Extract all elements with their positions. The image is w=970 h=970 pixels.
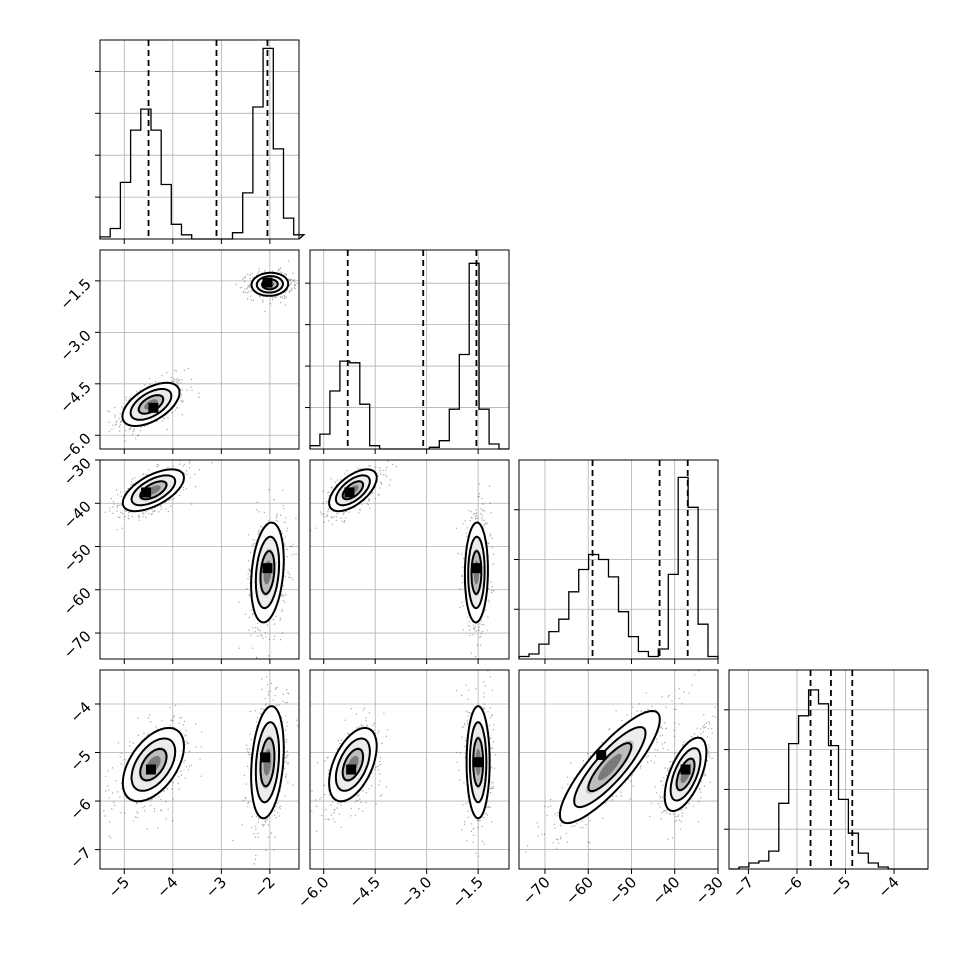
contour-3-2-1-2 bbox=[675, 757, 696, 792]
contour-3-0-0-2 bbox=[139, 747, 168, 782]
contour-3-1-0-2 bbox=[341, 747, 365, 782]
contour-3-0-1-2 bbox=[259, 737, 276, 788]
contour-1-0-0-1 bbox=[129, 388, 173, 421]
contour-1-0-1-2 bbox=[260, 278, 279, 291]
density-fill-3-2-0-3 bbox=[598, 753, 622, 781]
histogram-panel-2 bbox=[514, 459, 719, 660]
x-tick-label-0-3: −2 bbox=[250, 873, 278, 901]
peak-bin-3-2-0 bbox=[596, 749, 607, 760]
contour-3-2-1-1 bbox=[669, 747, 702, 802]
contour-2-1-0-2 bbox=[341, 480, 365, 501]
joint-panel-3-0 bbox=[99, 669, 300, 870]
x-tick-label-2-3: −40 bbox=[648, 873, 683, 908]
scatter-samples-2-1-1 bbox=[455, 483, 495, 658]
peak-bin-3-1-1 bbox=[473, 757, 484, 768]
contour-2-0-0-0 bbox=[121, 468, 186, 513]
x-tick-label-1-2: −3.0 bbox=[397, 873, 435, 911]
peak-bin-1-0-1 bbox=[262, 277, 273, 288]
y-tick-label-3-3: −7 bbox=[66, 844, 94, 872]
y-tick-label-3-0: −4 bbox=[66, 698, 94, 726]
contour-3-0-1-1 bbox=[254, 721, 281, 804]
joint-panel-2-1 bbox=[309, 459, 510, 660]
contour-2-0-1-1 bbox=[254, 535, 281, 610]
contour-3-2-0-1 bbox=[573, 726, 647, 809]
contour-3-1-0-0 bbox=[328, 727, 378, 803]
contour-3-1-0-1 bbox=[334, 737, 371, 792]
contour-2-1-1-1 bbox=[467, 535, 486, 610]
contour-1-0-0-0 bbox=[121, 381, 181, 428]
contour-2-0-0-2 bbox=[139, 480, 168, 501]
contour-3-1-1-1 bbox=[468, 721, 488, 804]
y-tick-label-3-2: −6 bbox=[66, 795, 94, 823]
peak-bin-1-0-0 bbox=[148, 402, 159, 413]
x-tick-label-1-0: −6.0 bbox=[294, 873, 332, 911]
peak-bin-2-0-0 bbox=[141, 487, 152, 498]
x-tick-label-2-0: −70 bbox=[519, 873, 554, 908]
contour-3-0-0-0 bbox=[121, 727, 186, 803]
x-tick-label-3-2: −5 bbox=[826, 873, 854, 901]
contour-3-0-1-0 bbox=[250, 705, 285, 820]
contour-3-2-1-0 bbox=[663, 736, 708, 812]
histogram-panel-1 bbox=[305, 249, 510, 450]
contour-2-1-1-2 bbox=[470, 550, 483, 595]
peak-bin-3-2-1 bbox=[680, 764, 691, 775]
x-tick-label-0-0: −5 bbox=[105, 873, 133, 901]
joint-panel-1-0 bbox=[99, 249, 300, 450]
contour-2-1-1-0 bbox=[463, 521, 489, 624]
histogram-panel-0 bbox=[95, 39, 306, 240]
y-tick-label-2-2: −50 bbox=[60, 541, 95, 576]
peak-bin-3-0-1 bbox=[260, 752, 271, 763]
histogram-panel-3 bbox=[724, 669, 929, 870]
contour-2-1-0-1 bbox=[334, 474, 371, 507]
contour-2-0-1-0 bbox=[250, 521, 285, 624]
joint-panel-2-0 bbox=[99, 459, 300, 660]
peak-bin-2-0-1 bbox=[262, 563, 273, 574]
joint-panel-3-1 bbox=[309, 669, 510, 870]
peak-bin-2-1-0 bbox=[344, 487, 355, 498]
x-tick-label-3-0: −7 bbox=[729, 873, 757, 901]
x-tick-label-3-1: −6 bbox=[777, 873, 805, 901]
contour-2-0-0-1 bbox=[130, 474, 177, 507]
contour-3-0-0-1 bbox=[130, 737, 177, 792]
y-tick-label-2-1: −40 bbox=[60, 497, 95, 532]
contour-2-1-0-0 bbox=[328, 468, 378, 513]
peak-bin-3-0-0 bbox=[145, 764, 156, 775]
scatter-samples-3-2-0 bbox=[525, 670, 700, 853]
contour-3-1-1-0 bbox=[465, 705, 491, 820]
x-tick-label-2-4: −30 bbox=[692, 873, 727, 908]
contour-3-2-0-0 bbox=[558, 709, 661, 825]
x-tick-label-2-2: −50 bbox=[605, 873, 640, 908]
x-tick-label-2-1: −60 bbox=[562, 873, 597, 908]
x-tick-label-1-3: −1.5 bbox=[448, 873, 486, 911]
y-tick-label-3-1: −5 bbox=[66, 747, 94, 775]
contour-2-0-1-2 bbox=[259, 550, 276, 595]
contour-1-0-1-1 bbox=[255, 275, 285, 294]
scatter-samples-2-0-1 bbox=[238, 489, 297, 659]
contour-3-2-0-2 bbox=[587, 742, 633, 793]
x-tick-label-0-2: −3 bbox=[202, 873, 230, 901]
y-tick-label-1-1: −3.0 bbox=[56, 326, 94, 364]
y-tick-label-2-3: −60 bbox=[60, 584, 95, 619]
joint-panel-3-2 bbox=[518, 669, 719, 870]
y-tick-label-1-2: −4.5 bbox=[56, 378, 94, 416]
x-tick-label-1-1: −4.5 bbox=[346, 873, 384, 911]
peak-bin-2-1-1 bbox=[471, 563, 482, 574]
contour-1-0-1-0 bbox=[250, 271, 290, 297]
y-tick-label-2-4: −70 bbox=[60, 627, 95, 662]
y-tick-label-1-0: −1.5 bbox=[56, 275, 94, 313]
histogram-steps-3 bbox=[729, 689, 928, 870]
peak-bin-3-1-0 bbox=[346, 764, 357, 775]
x-tick-label-0-1: −4 bbox=[153, 873, 181, 901]
x-tick-label-3-3: −4 bbox=[874, 873, 902, 901]
